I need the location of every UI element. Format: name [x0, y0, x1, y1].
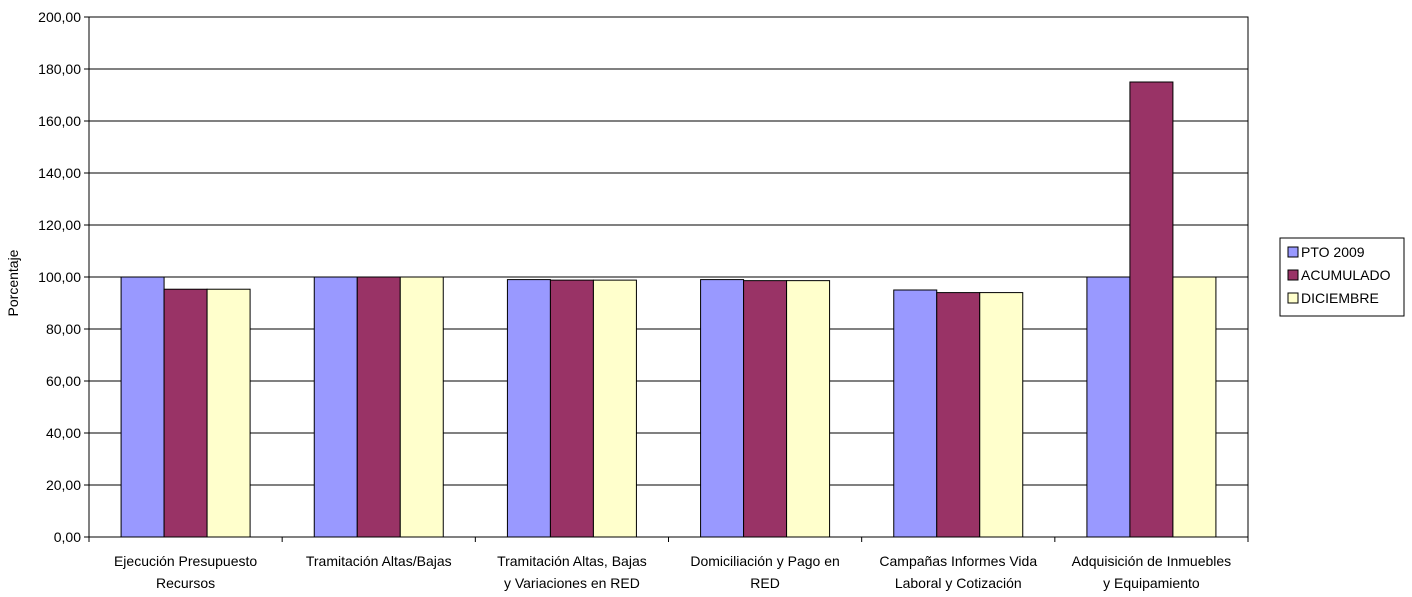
y-tick-label: 160,00 [38, 113, 81, 129]
bar-pto-2009 [893, 289, 938, 538]
bar-acumulado [936, 292, 981, 538]
bar-diciembre [1172, 276, 1217, 538]
y-axis-ticks: 0,00 20,00 40,00 60,00 80,00 100,00 120,00 140,… [38, 9, 89, 545]
y-tick-label: 100,00 [38, 269, 81, 285]
y-tick-label: 120,00 [38, 217, 81, 233]
y-tick-label: 0,00 [54, 529, 81, 545]
bar-pto-2009 [700, 279, 745, 538]
x-category-label: Tramitación Altas, Bajas y Variaciones en… [497, 553, 647, 591]
gridlines [89, 16, 1248, 538]
y-tick-label: 140,00 [38, 165, 81, 181]
bar-pto-2009 [1086, 276, 1131, 538]
legend-swatch [1287, 269, 1299, 281]
bar-pto-2009 [120, 276, 165, 538]
x-category-label: Tramitación Altas/Bajas [306, 553, 452, 569]
bar-diciembre [399, 276, 444, 538]
x-category-label: Domiciliación y Pago en RED [690, 553, 839, 591]
bar-acumulado [743, 280, 788, 538]
legend: PTO 2009 ACUMULADO DICIEMBRE [1279, 237, 1405, 317]
y-tick-label: 80,00 [46, 321, 81, 337]
bar-diciembre [786, 280, 831, 538]
legend-label: PTO 2009 [1301, 244, 1365, 260]
bar-acumulado [1129, 81, 1174, 538]
bar-pto-2009 [506, 279, 551, 538]
bar-diciembre [592, 279, 637, 538]
x-category-label: Adquisición de Inmuebles y Equipamiento [1072, 553, 1232, 591]
bar-pto-2009 [313, 276, 358, 538]
legend-swatch [1287, 246, 1299, 258]
y-tick-label: 200,00 [38, 9, 81, 25]
bar-diciembre [979, 292, 1024, 538]
y-axis-title: Porcentaje [5, 249, 21, 316]
y-tick-label: 40,00 [46, 425, 81, 441]
x-category-label: Ejecución Presupuesto Recursos [114, 553, 257, 591]
y-tick-label: 20,00 [46, 477, 81, 493]
bar-acumulado [549, 279, 594, 538]
bar-acumulado [356, 276, 401, 538]
x-category-label: Campañas Informes Vida Laboral y Cotizaci… [879, 553, 1037, 591]
legend-label: ACUMULADO [1301, 267, 1391, 283]
legend-swatch [1287, 292, 1299, 304]
y-tick-label: 60,00 [46, 373, 81, 389]
y-tick-label: 180,00 [38, 61, 81, 77]
x-axis-labels: Ejecución Presupuesto Recursos Tramitación… [88, 537, 1249, 591]
bars [120, 81, 1217, 538]
legend-label: DICIEMBRE [1301, 290, 1379, 306]
bar-acumulado [163, 288, 208, 538]
legend-box [1279, 237, 1405, 317]
bar-diciembre [206, 288, 251, 538]
